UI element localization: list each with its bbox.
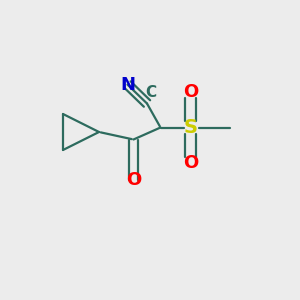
Text: O: O — [183, 82, 198, 100]
Text: C: C — [145, 85, 156, 100]
Text: N: N — [120, 76, 135, 94]
Text: O: O — [126, 171, 141, 189]
Text: O: O — [183, 154, 198, 172]
Text: S: S — [184, 118, 197, 137]
